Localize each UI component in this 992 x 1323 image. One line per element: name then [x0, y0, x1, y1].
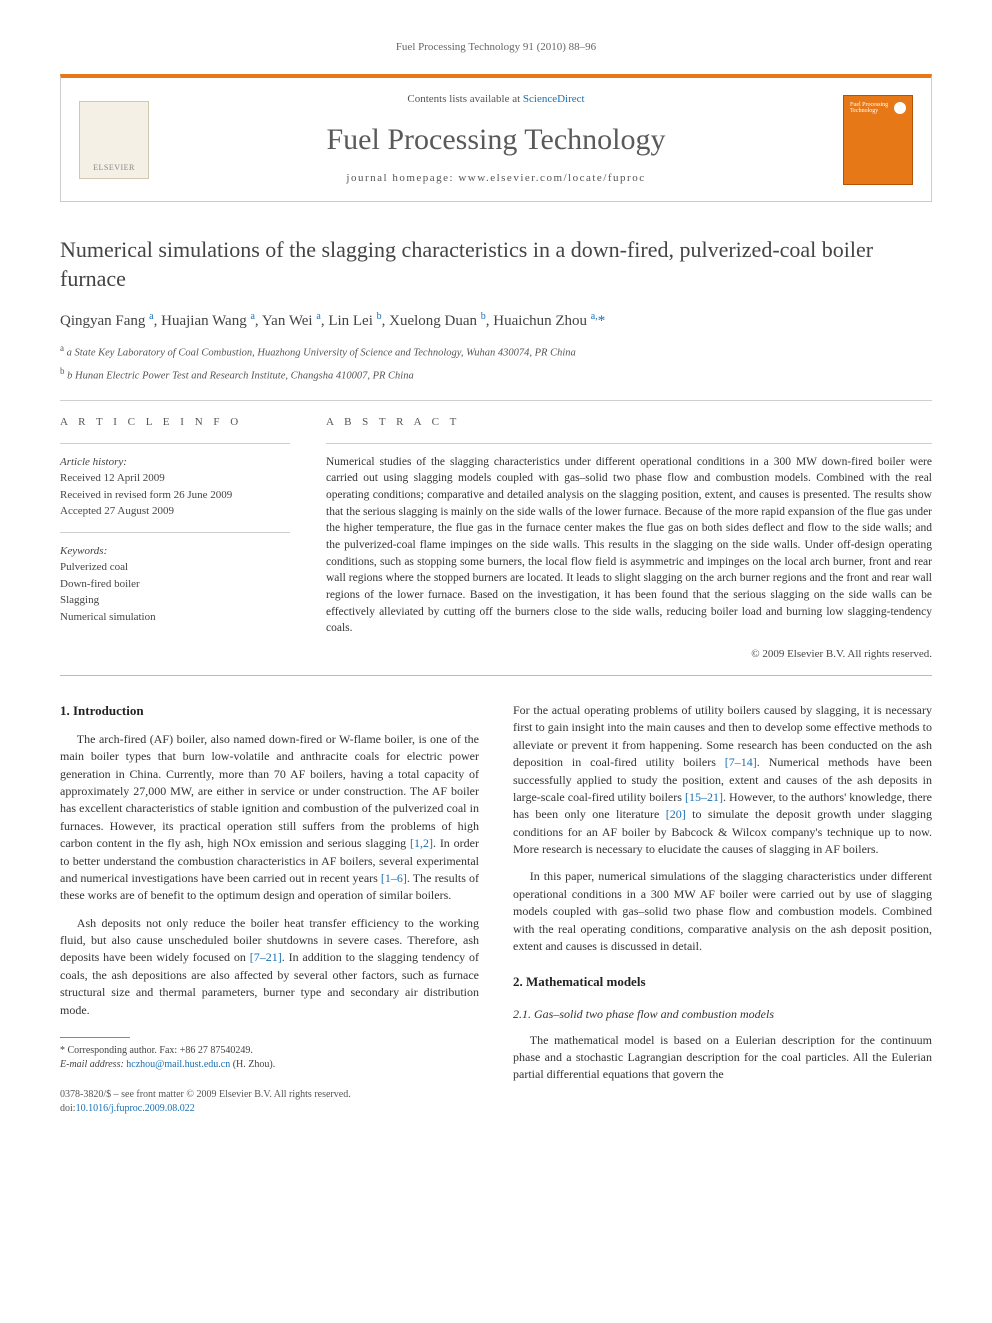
affiliation-b-text: b Hunan Electric Power Test and Research…	[67, 370, 414, 381]
journal-cover-thumb: Fuel Processing Technology	[843, 95, 913, 185]
body-two-column: 1. Introduction The arch-fired (AF) boil…	[60, 702, 932, 1116]
abstract-column: A B S T R A C T Numerical studies of the…	[326, 415, 932, 663]
body-top-rule	[60, 675, 932, 676]
author-list: Qingyan Fang a, Huajian Wang a, Yan Wei …	[60, 310, 932, 333]
section-2-heading: 2. Mathematical models	[513, 973, 932, 992]
citation-link[interactable]: [7–21]	[250, 950, 282, 964]
keyword-3: Slagging	[60, 594, 99, 606]
section-1-para-4: In this paper, numerical simulations of …	[513, 868, 932, 955]
elsevier-logo: ELSEVIER	[79, 101, 149, 179]
bottom-meta: 0378-3820/$ – see front matter © 2009 El…	[60, 1088, 479, 1116]
sciencedirect-link[interactable]: ScienceDirect	[523, 93, 585, 105]
running-head: Fuel Processing Technology 91 (2010) 88–…	[60, 40, 932, 56]
corr-email-line: E-mail address: hczhou@mail.hust.edu.cn …	[60, 1058, 479, 1072]
citation-link[interactable]: [20]	[666, 807, 686, 821]
history-revised: Received in revised form 26 June 2009	[60, 489, 232, 501]
article-history-block: Article history: Received 12 April 2009 …	[60, 454, 290, 626]
citation-link[interactable]: [1–6]	[381, 871, 407, 885]
keywords-head: Keywords:	[60, 543, 290, 560]
citation-link[interactable]: [1,2]	[410, 836, 433, 850]
abstract-rule	[326, 443, 932, 444]
history-head: Article history:	[60, 456, 127, 468]
email-label: E-mail address:	[60, 1059, 126, 1070]
doi-line: doi:10.1016/j.fuproc.2009.08.022	[60, 1102, 479, 1116]
journal-homepage-line: journal homepage: www.elsevier.com/locat…	[167, 171, 825, 187]
email-suffix: (H. Zhou).	[230, 1059, 275, 1070]
citation-link[interactable]: [7–14]	[725, 755, 757, 769]
contents-prefix: Contents lists available at	[407, 93, 522, 105]
affiliation-a: a a State Key Laboratory of Coal Combust…	[60, 342, 932, 361]
abstract-text: Numerical studies of the slagging charac…	[326, 454, 932, 637]
divider-rule	[60, 400, 932, 401]
doi-prefix: doi:	[60, 1103, 76, 1114]
section-2-1-heading: 2.1. Gas–solid two phase flow and combus…	[513, 1006, 932, 1023]
doi-link[interactable]: 10.1016/j.fuproc.2009.08.022	[76, 1103, 195, 1114]
issn-line: 0378-3820/$ – see front matter © 2009 El…	[60, 1088, 479, 1102]
journal-header-card: ELSEVIER Contents lists available at Sci…	[60, 74, 932, 202]
corresponding-author-footnote: * Corresponding author. Fax: +86 27 8754…	[60, 1044, 479, 1072]
affiliation-a-text: a State Key Laboratory of Coal Combustio…	[67, 348, 576, 359]
abstract-heading: A B S T R A C T	[326, 415, 932, 431]
keywords-rule	[60, 532, 290, 533]
keyword-4: Numerical simulation	[60, 611, 156, 623]
corr-email-link[interactable]: hczhou@mail.hust.edu.cn	[126, 1059, 230, 1070]
affiliation-b: b b Hunan Electric Power Test and Resear…	[60, 365, 932, 384]
citation-link[interactable]: [15–21]	[685, 790, 723, 804]
info-rule	[60, 443, 290, 444]
footnote-rule	[60, 1037, 130, 1038]
keyword-1: Pulverized coal	[60, 561, 128, 573]
article-title: Numerical simulations of the slagging ch…	[60, 236, 932, 293]
cover-thumb-label: Fuel Processing Technology	[850, 102, 912, 115]
history-accepted: Accepted 27 August 2009	[60, 505, 174, 517]
article-info-heading: A R T I C L E I N F O	[60, 415, 290, 431]
info-abstract-row: A R T I C L E I N F O Article history: R…	[60, 415, 932, 663]
section-1-para-3: For the actual operating problems of uti…	[513, 702, 932, 859]
contents-available-line: Contents lists available at ScienceDirec…	[167, 92, 825, 108]
journal-title: Fuel Processing Technology	[167, 118, 825, 162]
header-center: Contents lists available at ScienceDirec…	[167, 92, 825, 187]
history-received: Received 12 April 2009	[60, 472, 165, 484]
keyword-2: Down-fired boiler	[60, 578, 140, 590]
homepage-prefix: journal homepage:	[346, 172, 458, 184]
homepage-url: www.elsevier.com/locate/fuproc	[458, 172, 645, 184]
abstract-copyright: © 2009 Elsevier B.V. All rights reserved…	[326, 647, 932, 663]
section-1-heading: 1. Introduction	[60, 702, 479, 721]
left-col-foot: * Corresponding author. Fax: +86 27 8754…	[60, 1037, 479, 1116]
section-1-para-1: The arch-fired (AF) boiler, also named d…	[60, 731, 479, 905]
section-1-para-2: Ash deposits not only reduce the boiler …	[60, 915, 479, 1019]
corr-author-line: * Corresponding author. Fax: +86 27 8754…	[60, 1044, 479, 1058]
section-2-1-para-1: The mathematical model is based on a Eul…	[513, 1032, 932, 1084]
article-info-column: A R T I C L E I N F O Article history: R…	[60, 415, 290, 663]
